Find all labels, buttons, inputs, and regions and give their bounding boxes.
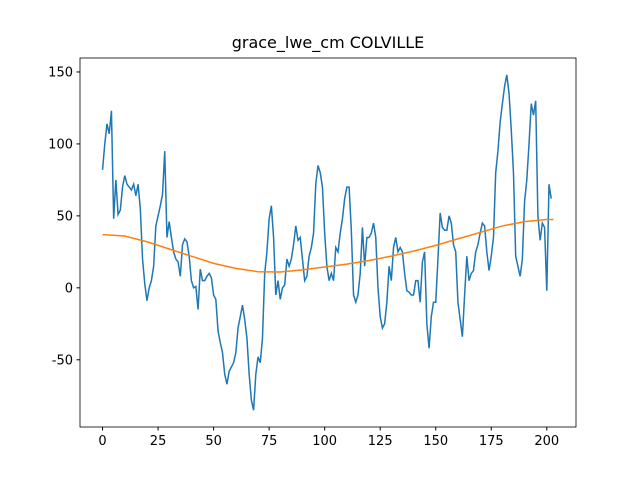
x-tick-label: 0 — [98, 434, 106, 449]
y-tick-label: -50 — [52, 353, 73, 368]
x-tick-label: 75 — [261, 434, 278, 449]
line-series — [102, 218, 554, 273]
y-tick-label: 100 — [48, 137, 73, 152]
plot-frame — [79, 57, 577, 428]
x-tick-label: 100 — [312, 434, 337, 449]
x-tick-label: 200 — [534, 434, 559, 449]
x-tick-label: 50 — [205, 434, 222, 449]
x-tick-label: 150 — [423, 434, 448, 449]
x-tick-label: 25 — [150, 434, 167, 449]
y-tick-label: 50 — [56, 209, 73, 224]
x-tick-label: 125 — [368, 434, 393, 449]
y-tick-label: 0 — [65, 281, 73, 296]
x-tick-label: 175 — [479, 434, 504, 449]
chart-title: grace_lwe_cm COLVILLE — [232, 33, 425, 53]
line-series — [101, 74, 552, 411]
y-tick-label: 150 — [48, 65, 73, 80]
